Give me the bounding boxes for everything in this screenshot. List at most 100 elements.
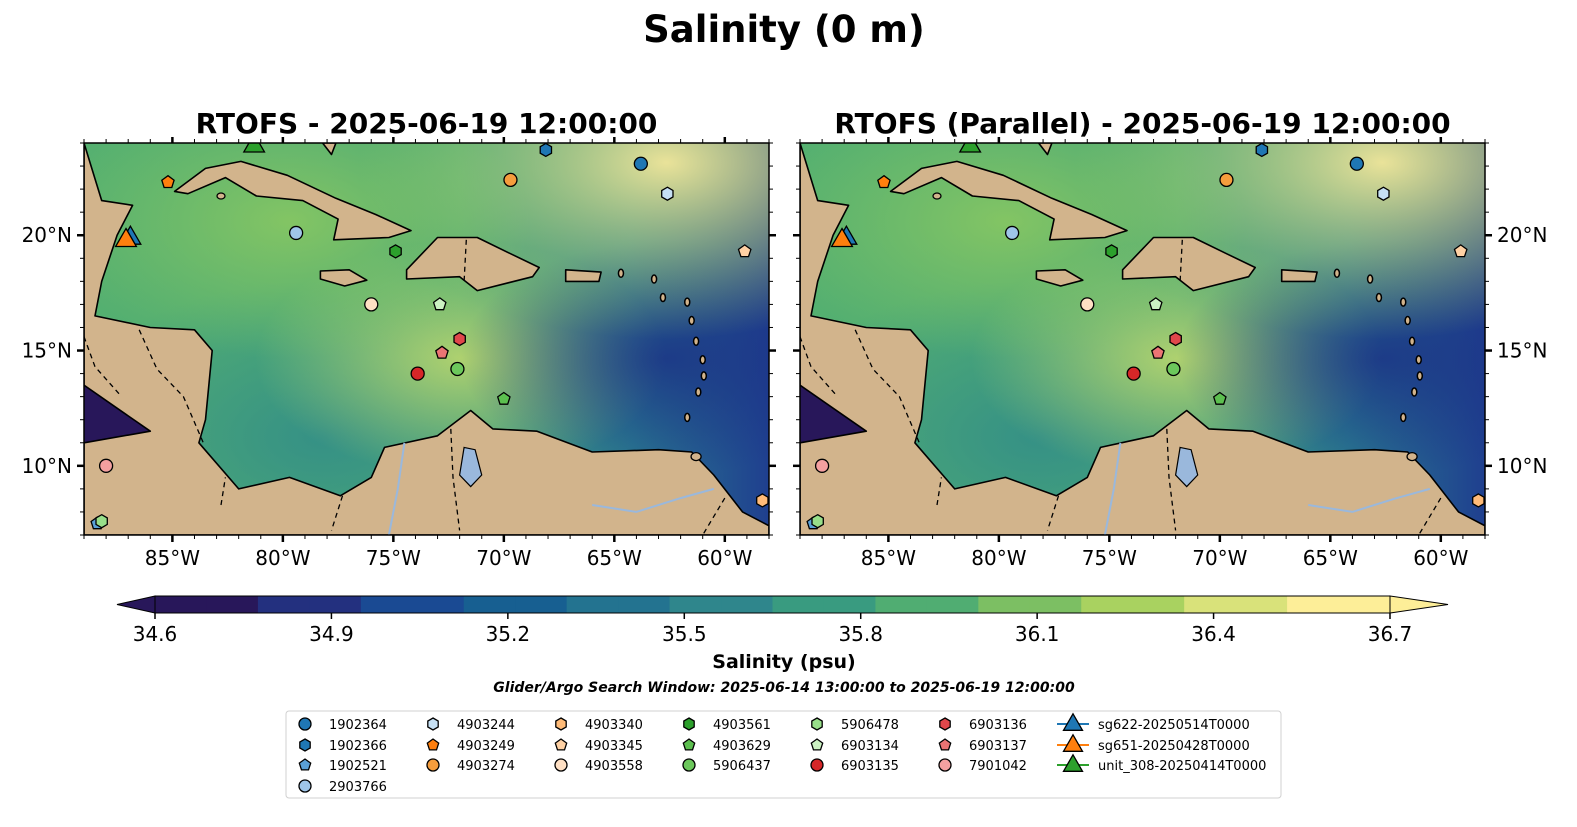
legend-label: 6903135 <box>841 759 899 774</box>
legend-label: 4903345 <box>585 739 643 754</box>
legend-label: 4903561 <box>713 718 771 733</box>
colorbar-extend-max <box>1389 595 1449 614</box>
colorbar-tick-label: 34.9 <box>309 622 354 646</box>
platform-marker-4903345 <box>1453 244 1468 258</box>
lake <box>458 446 483 488</box>
country-border <box>463 239 467 282</box>
island <box>1375 292 1383 303</box>
legend-marker-4903274 <box>426 758 440 772</box>
land-area <box>321 143 337 156</box>
lat-tick-label: 20°N <box>1497 223 1547 247</box>
legend-label: 4903629 <box>713 739 771 754</box>
lon-tick-label: 70°W <box>476 546 531 570</box>
glider-marker-sg651-20250428T0000 <box>114 227 138 248</box>
panel-title: RTOFS (Parallel) - 2025-06-19 12:00:00 <box>834 107 1450 140</box>
platform-marker-6903136 <box>453 331 466 347</box>
lat-tick-label: 10°N <box>22 454 72 478</box>
country-border <box>800 336 839 398</box>
lon-tick-label: 80°W <box>971 546 1026 570</box>
legend-box <box>285 710 1282 799</box>
colorbar-extend-min <box>116 595 156 614</box>
island <box>1333 268 1341 279</box>
lat-tick-label: 10°N <box>1497 454 1547 478</box>
country-border <box>1179 239 1183 282</box>
island <box>699 355 706 365</box>
legend-label: 6903134 <box>841 739 899 754</box>
map-frame <box>799 142 1486 536</box>
legend-marker-1902364 <box>298 717 312 731</box>
platform-marker-5906437 <box>450 361 465 377</box>
glider-marker-unit_308-20250414T0000 <box>242 143 266 153</box>
legend-label: 5906478 <box>841 718 899 733</box>
land-area <box>405 236 541 292</box>
platform-marker-4903629 <box>496 391 511 405</box>
island <box>1416 371 1424 381</box>
glider-marker-sg651-20250428T0000 <box>830 227 854 248</box>
legend-marker-4903561 <box>683 717 695 731</box>
island <box>683 297 691 307</box>
island <box>1408 336 1416 347</box>
platform-marker-4903249 <box>161 174 175 189</box>
legend-marker-5906478 <box>811 717 823 731</box>
colorbar-segment <box>412 596 465 613</box>
legend-label: 4903249 <box>457 739 515 754</box>
colorbar-segment <box>1235 596 1288 613</box>
platform-marker-2903766 <box>288 225 304 241</box>
colorbar-segment <box>926 596 979 613</box>
colorbar-tick-label: 34.6 <box>133 622 178 646</box>
colorbar-tick-label: 36.4 <box>1191 622 1236 646</box>
platform-marker-1902364 <box>633 156 648 171</box>
island <box>1399 412 1407 423</box>
colorbar-segment <box>1132 596 1185 613</box>
land-area <box>84 143 769 535</box>
lon-tick-label: 85°W <box>861 546 916 570</box>
colorbar: 34.6 34.9 35.2 35.5 35.8 36.1 36.4 36.7 <box>116 595 1449 646</box>
colorbar-segment <box>875 596 928 613</box>
legend-marker-1902521 <box>298 758 312 771</box>
platform-marker-5906478 <box>811 513 824 529</box>
platform-legend: 1902364 1902366 1902521 2903766 4903244 49032… <box>285 710 1282 799</box>
colorbar-segment <box>721 596 773 613</box>
platform-marker-4903274 <box>1219 172 1234 188</box>
platform-marker-4903340 <box>1472 493 1485 508</box>
platform-marker-4903249 <box>877 174 891 189</box>
legend-label: unit_308-20250414T0000 <box>1098 759 1266 774</box>
island <box>1415 355 1422 365</box>
colorbar-outline <box>154 595 1391 614</box>
platform-marker-4903561 <box>1105 244 1118 259</box>
legend-glider-sg651-20250428T0000 <box>1062 733 1084 752</box>
platform-marker-4903558 <box>1080 297 1095 312</box>
platform-marker-4903561 <box>389 244 402 259</box>
colorbar-segment <box>618 596 671 613</box>
lon-tick-label: 65°W <box>1303 546 1358 570</box>
country-border <box>84 336 123 398</box>
map-panel-rtofs: RTOFS - 2025-06-19 12:00:00 85°W 80°W 75°W 7… <box>22 107 776 570</box>
platform-marker-4903340 <box>756 493 769 508</box>
platform-marker-6903134 <box>1148 297 1163 311</box>
platform-marker-6903135 <box>410 366 425 381</box>
colorbar-segment <box>257 596 310 613</box>
legend-marker-6903134 <box>810 738 824 751</box>
land-area <box>173 160 412 241</box>
country-border <box>1166 428 1177 531</box>
platform-marker-6903136 <box>1169 331 1182 347</box>
island <box>659 292 667 303</box>
legend-label: 4903558 <box>585 759 643 774</box>
colorbar-segment <box>772 596 825 613</box>
legend-glider-sg622-20250514T0000 <box>1062 712 1084 731</box>
land-area <box>564 268 602 283</box>
glider-marker-unit_308-20250414T0000 <box>958 143 982 153</box>
legend-label: 6903136 <box>969 718 1027 733</box>
platform-marker-1902366 <box>539 143 553 158</box>
platform-marker-7901042 <box>814 458 830 473</box>
country-border <box>702 497 726 535</box>
platform-marker-4903629 <box>1212 391 1227 405</box>
legend-marker-4903244 <box>427 717 439 731</box>
lon-tick-label: 65°W <box>587 546 642 570</box>
lon-tick-label: 85°W <box>145 546 200 570</box>
country-border <box>854 329 920 444</box>
platform-marker-5906478 <box>95 513 108 529</box>
island <box>617 268 625 279</box>
platform-marker-4903345 <box>737 244 752 258</box>
figure-title: Salinity (0 m) <box>643 8 925 51</box>
